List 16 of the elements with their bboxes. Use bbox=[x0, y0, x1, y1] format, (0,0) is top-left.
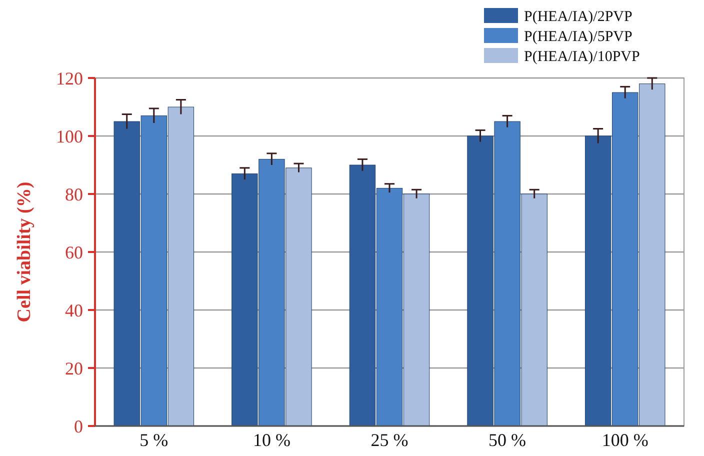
x-tick-label: 25 % bbox=[370, 430, 408, 450]
y-tick-label: 80 bbox=[65, 184, 83, 204]
x-tick-label: 50 % bbox=[488, 430, 526, 450]
legend-label: P(HEA/IA)/5PVP bbox=[524, 29, 632, 45]
y-axis-title: Cell viability (%) bbox=[14, 182, 35, 322]
y-tick-label: 0 bbox=[74, 416, 83, 436]
y-tick-label: 120 bbox=[56, 68, 83, 88]
y-tick-label: 100 bbox=[56, 126, 83, 146]
legend-label: P(HEA/IA)/2PVP bbox=[524, 9, 632, 25]
y-tick-label: 60 bbox=[65, 242, 83, 262]
x-tick-label: 10 % bbox=[252, 430, 290, 450]
x-tick-label: 5 % bbox=[140, 430, 168, 450]
x-tick-label: 100 % bbox=[602, 430, 648, 450]
legend-label: P(HEA/IA)/10PVP bbox=[524, 49, 640, 65]
y-tick-label: 20 bbox=[65, 358, 83, 378]
y-tick-label: 40 bbox=[65, 300, 83, 320]
